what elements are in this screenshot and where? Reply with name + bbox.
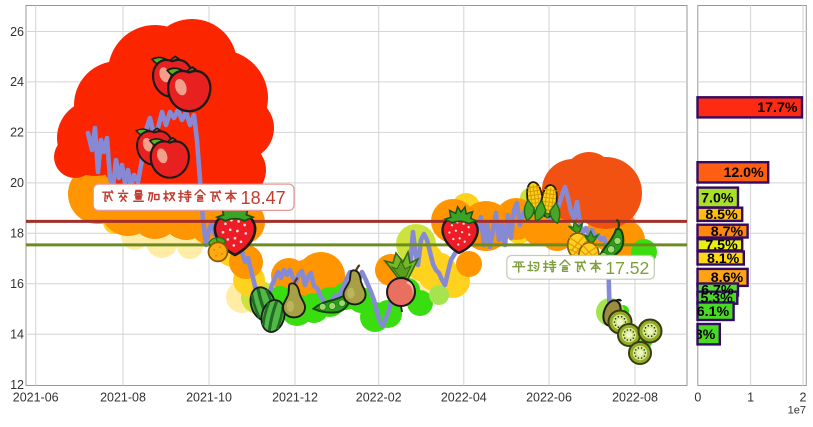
svg-text:6.1%: 6.1% (697, 304, 730, 320)
svg-text:17.52: 17.52 (605, 258, 649, 278)
svg-text:7.0%: 7.0% (701, 190, 734, 206)
svg-text:2: 2 (800, 391, 807, 405)
svg-text:0: 0 (694, 391, 701, 405)
svg-text:20: 20 (10, 176, 24, 190)
svg-text:18.47: 18.47 (241, 188, 286, 208)
svg-text:8.6%: 8.6% (711, 270, 744, 286)
svg-text:8.5%: 8.5% (705, 207, 738, 223)
svg-text:2021-08: 2021-08 (100, 391, 146, 405)
svg-text:3.8%: 3.8% (683, 327, 716, 343)
svg-text:8.1%: 8.1% (707, 251, 740, 267)
svg-text:8.7%: 8.7% (711, 224, 744, 240)
svg-text:2022-06: 2022-06 (526, 391, 572, 405)
svg-text:24: 24 (10, 75, 24, 89)
svg-text:2022-08: 2022-08 (612, 391, 658, 405)
svg-text:2021-06: 2021-06 (13, 391, 59, 405)
svg-text:6.7%: 6.7% (701, 282, 734, 298)
svg-text:18: 18 (10, 227, 24, 241)
svg-text:14: 14 (10, 328, 24, 342)
svg-text:26: 26 (10, 25, 24, 39)
svg-text:2022-04: 2022-04 (441, 391, 487, 405)
svg-text:16: 16 (10, 277, 24, 291)
svg-text:5.3%: 5.3% (700, 291, 733, 307)
svg-text:22: 22 (10, 126, 24, 140)
svg-text:12: 12 (10, 378, 24, 392)
svg-text:2022-02: 2022-02 (356, 391, 402, 405)
svg-text:17.7%: 17.7% (757, 100, 798, 116)
svg-text:1: 1 (747, 391, 754, 405)
svg-text:12.0%: 12.0% (723, 165, 764, 181)
svg-text:2021-10: 2021-10 (186, 391, 232, 405)
svg-text:2021-12: 2021-12 (272, 391, 318, 405)
svg-text:7.5%: 7.5% (705, 238, 738, 254)
svg-text:1e7: 1e7 (788, 405, 806, 417)
